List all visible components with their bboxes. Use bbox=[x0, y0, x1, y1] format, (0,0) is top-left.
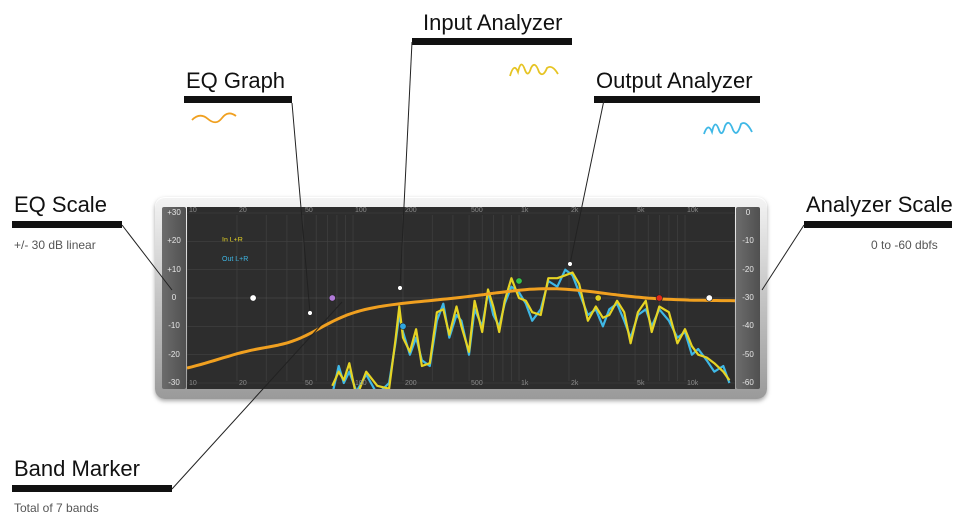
freq-label-top: 2k bbox=[570, 207, 579, 214]
band-marker-7[interactable] bbox=[705, 294, 713, 302]
freq-label-top: 1k bbox=[521, 207, 529, 214]
output-analyzer-bar bbox=[594, 96, 760, 103]
output-analyzer-leader bbox=[569, 99, 605, 265]
eq-curve bbox=[187, 287, 735, 370]
band-marker-title: Band Marker bbox=[14, 456, 140, 481]
analyzer-scale-label: 0 bbox=[745, 208, 751, 217]
analyzer-scale-bar bbox=[804, 221, 952, 228]
input-analyzer-trace bbox=[331, 271, 731, 389]
eq-scale-label: +20 bbox=[167, 236, 181, 246]
eq-scale-label: -20 bbox=[168, 349, 180, 359]
freq-label-top: 50 bbox=[305, 207, 313, 214]
input-analyzer-title: Input Analyzer bbox=[423, 10, 563, 35]
freq-label-bottom: 10 bbox=[189, 380, 197, 387]
freq-label-top: 5k bbox=[637, 207, 645, 214]
analyzer-scale-leader bbox=[761, 224, 805, 291]
analyzer-scale-label: -50 bbox=[742, 349, 754, 359]
freq-label-bottom: 200 bbox=[404, 380, 417, 387]
freq-label-top: 20 bbox=[238, 207, 247, 214]
band-marker-2[interactable] bbox=[328, 294, 336, 302]
freq-label-top: 10k bbox=[687, 207, 699, 214]
analyzer-scale-strip: 0 -10 -20 -30 -40 -50 -60 bbox=[736, 207, 760, 389]
freq-label-bottom: 500 bbox=[471, 380, 483, 387]
eq-graph-bar bbox=[184, 96, 292, 103]
freq-label-top: 500 bbox=[471, 207, 483, 214]
eq-graph-leader bbox=[291, 102, 311, 314]
output-analyzer-title: Output Analyzer bbox=[596, 68, 753, 93]
band-marker-leader bbox=[171, 301, 343, 490]
output-analyzer-squiggle-icon bbox=[703, 121, 753, 136]
eq-plot-canvas bbox=[187, 212, 735, 389]
freq-label-bottom: 100 bbox=[355, 380, 367, 387]
analyzer-scale-label: -40 bbox=[742, 321, 754, 331]
eq-scale-label: 0 bbox=[171, 293, 177, 302]
band-marker-1[interactable] bbox=[249, 294, 257, 302]
band-marker-4[interactable] bbox=[515, 277, 523, 285]
freq-label-top: 10 bbox=[189, 207, 197, 214]
freq-label-top: 200 bbox=[404, 207, 417, 214]
eq-plot[interactable]: In L+R Out L+R 10 10 20 20 50 50 100 100 200 200 5… bbox=[187, 207, 735, 389]
freq-label-top: 100 bbox=[355, 207, 367, 214]
freq-label-bottom: 50 bbox=[305, 380, 313, 387]
eq-panel: +30 +20 +10 0 -10 -20 -30 0 -10 -20 -30 -40 -50 -60 … bbox=[155, 197, 767, 399]
freq-label-bottom: 20 bbox=[238, 380, 247, 387]
eq-scale-label: -30 bbox=[168, 378, 180, 387]
freq-label-bottom: 2k bbox=[570, 380, 579, 387]
output-analyzer-leader-dot bbox=[567, 261, 573, 267]
band-marker-5[interactable] bbox=[594, 294, 602, 302]
input-analyzer-bar bbox=[412, 38, 572, 45]
freq-label-bottom: 10k bbox=[687, 380, 699, 387]
eq-graph-squiggle-icon bbox=[191, 112, 237, 124]
analyzer-scale-label: -30 bbox=[742, 293, 754, 302]
band-marker-subtitle: Total of 7 bands bbox=[14, 501, 99, 515]
analyzer-scale-subtitle: 0 to -60 dbfs bbox=[871, 238, 938, 252]
freq-label-bottom: 5k bbox=[637, 380, 645, 387]
eq-scale-label: +10 bbox=[167, 264, 181, 274]
eq-scale-subtitle: +/- 30 dB linear bbox=[14, 238, 96, 252]
eq-scale-bar bbox=[12, 221, 122, 228]
legend-output: Out L+R bbox=[222, 256, 249, 263]
analyzer-scale-label: -20 bbox=[742, 264, 754, 274]
analyzer-scale-title: Analyzer Scale bbox=[806, 192, 953, 217]
eq-scale-label: -10 bbox=[168, 321, 180, 331]
analyzer-scale-label: -60 bbox=[742, 378, 754, 387]
input-analyzer-leader bbox=[399, 41, 413, 289]
legend-input: In L+R bbox=[222, 237, 243, 244]
band-marker-6[interactable] bbox=[655, 294, 663, 302]
eq-scale-strip: +30 +20 +10 0 -10 -20 -30 bbox=[162, 207, 186, 389]
eq-scale-title: EQ Scale bbox=[14, 192, 107, 217]
band-marker-3[interactable] bbox=[399, 322, 407, 330]
eq-graph-title: EQ Graph bbox=[186, 68, 286, 93]
eq-scale-leader bbox=[121, 224, 173, 291]
eq-graph-leader-dot bbox=[307, 310, 313, 316]
band-marker-bar bbox=[12, 485, 172, 492]
freq-label-bottom: 1k bbox=[521, 380, 529, 387]
eq-scale-label: +30 bbox=[167, 208, 181, 217]
analyzer-scale-label: -10 bbox=[742, 236, 754, 246]
input-analyzer-leader-dot bbox=[397, 285, 403, 291]
input-analyzer-squiggle-icon bbox=[509, 63, 559, 77]
